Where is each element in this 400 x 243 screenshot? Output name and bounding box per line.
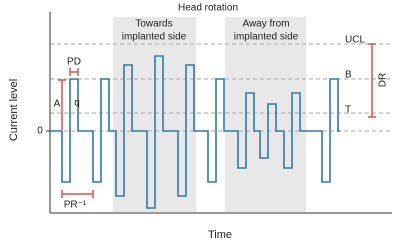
title: Head rotation bbox=[178, 3, 238, 14]
t-label: T bbox=[345, 105, 351, 116]
pulse-train bbox=[50, 55, 340, 209]
ucl-label: UCL bbox=[345, 35, 365, 46]
region-label: Away from bbox=[242, 19, 289, 30]
region bbox=[225, 17, 306, 212]
b-label: B bbox=[345, 70, 352, 81]
region-label: implanted side bbox=[234, 32, 299, 43]
zero-label: 0 bbox=[37, 126, 43, 137]
y-axis-label: Current level bbox=[8, 79, 20, 141]
region-label: Towards bbox=[135, 19, 172, 30]
region-label: implanted side bbox=[122, 32, 187, 43]
dr-label: DR bbox=[378, 73, 389, 87]
a-label: A bbox=[54, 99, 61, 110]
pd-label: PD bbox=[67, 57, 81, 68]
x-axis-label: Time bbox=[208, 229, 232, 241]
q-label: q bbox=[74, 98, 80, 109]
pr-label: PR⁻¹ bbox=[64, 200, 87, 211]
